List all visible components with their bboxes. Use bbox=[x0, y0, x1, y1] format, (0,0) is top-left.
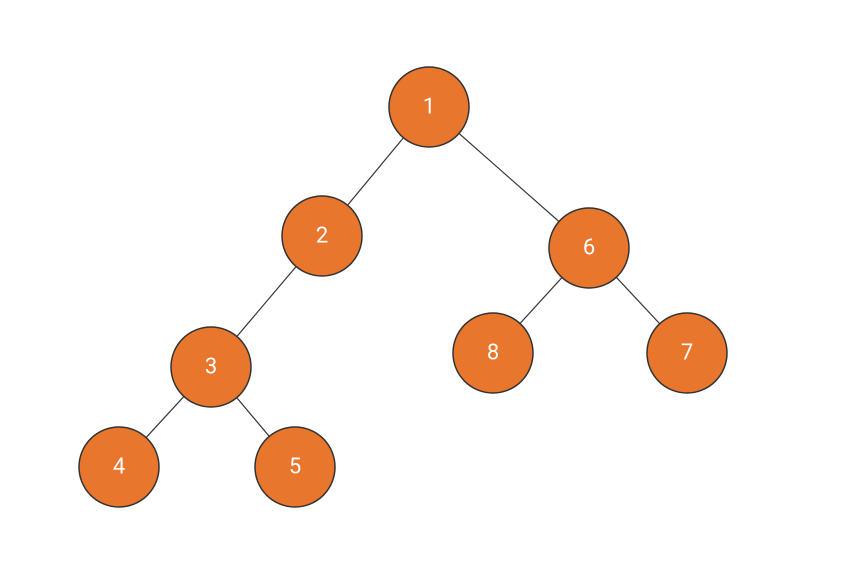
node-label: 7 bbox=[681, 341, 693, 366]
tree-node: 2 bbox=[282, 196, 362, 276]
tree-node: 6 bbox=[549, 208, 629, 288]
node-label: 6 bbox=[583, 236, 595, 261]
tree-node: 3 bbox=[171, 327, 251, 407]
nodes-group: 1 2 3 4 5 6 7 8 bbox=[79, 67, 727, 507]
tree-node: 8 bbox=[453, 313, 533, 393]
tree-node: 7 bbox=[647, 313, 727, 393]
tree-diagram: 1 2 3 4 5 6 7 8 bbox=[0, 0, 849, 577]
node-label: 2 bbox=[316, 224, 328, 249]
node-label: 3 bbox=[205, 355, 217, 380]
edges-group bbox=[119, 107, 687, 467]
node-label: 1 bbox=[423, 95, 435, 120]
node-label: 8 bbox=[487, 341, 499, 366]
node-label: 4 bbox=[113, 455, 125, 480]
tree-node: 5 bbox=[255, 427, 335, 507]
node-label: 5 bbox=[289, 455, 301, 480]
tree-node: 1 bbox=[389, 67, 469, 147]
tree-node: 4 bbox=[79, 427, 159, 507]
